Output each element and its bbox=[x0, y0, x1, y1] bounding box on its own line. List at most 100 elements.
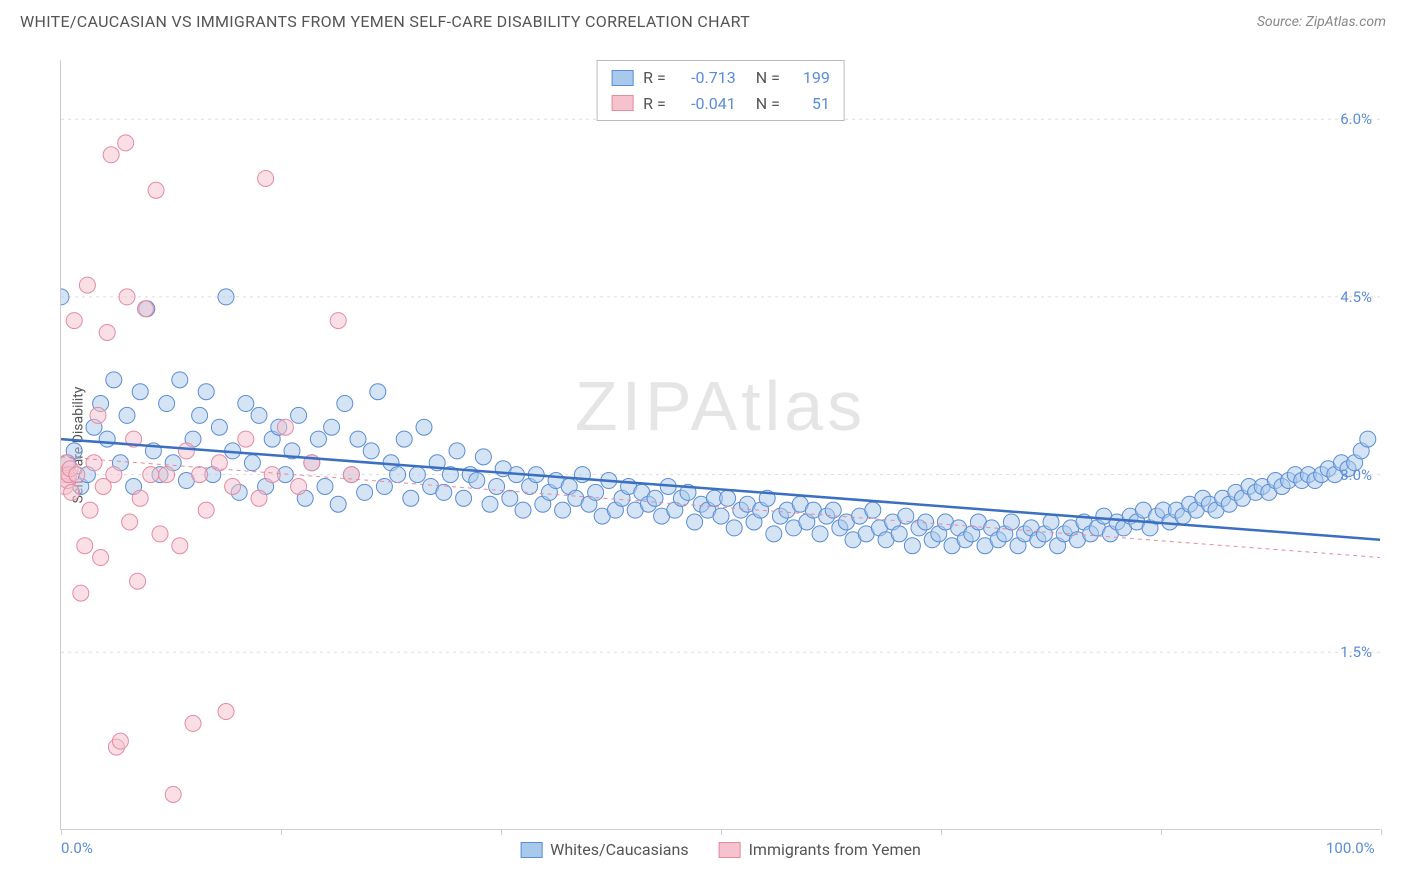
data-point bbox=[548, 473, 564, 489]
data-point bbox=[137, 301, 153, 317]
data-point bbox=[898, 508, 914, 524]
data-point bbox=[225, 443, 241, 459]
x-tick-mark bbox=[61, 829, 62, 835]
data-point bbox=[607, 502, 623, 518]
stat-r-value: -0.041 bbox=[676, 91, 736, 117]
series-swatch bbox=[611, 70, 633, 86]
data-point bbox=[1254, 478, 1270, 494]
data-point bbox=[66, 443, 82, 459]
data-point bbox=[159, 467, 175, 483]
data-point bbox=[66, 313, 82, 329]
data-point bbox=[61, 289, 69, 305]
data-point bbox=[143, 467, 159, 483]
data-point bbox=[284, 443, 300, 459]
data-point bbox=[304, 455, 320, 471]
watermark-text: ZIPAtlas bbox=[575, 366, 866, 446]
data-point bbox=[951, 520, 967, 536]
data-point bbox=[918, 514, 934, 530]
data-point bbox=[832, 520, 848, 536]
data-point bbox=[99, 324, 115, 340]
data-point bbox=[766, 526, 782, 542]
data-point bbox=[82, 502, 98, 518]
data-point bbox=[1175, 508, 1191, 524]
data-point bbox=[700, 502, 716, 518]
trendlines-layer bbox=[61, 60, 1380, 829]
data-point bbox=[1135, 502, 1151, 518]
stat-n-label: N = bbox=[756, 65, 780, 91]
data-point bbox=[1043, 514, 1059, 530]
data-point bbox=[148, 182, 164, 198]
data-point bbox=[396, 431, 412, 447]
plot-area: ZIPAtlas R =-0.713N =199R =-0.041N =51 W… bbox=[60, 60, 1380, 830]
x-tick-mark bbox=[721, 829, 722, 835]
data-point bbox=[1353, 443, 1369, 459]
data-point bbox=[86, 419, 102, 435]
data-point bbox=[251, 490, 267, 506]
data-point bbox=[561, 478, 577, 494]
data-point bbox=[416, 419, 432, 435]
data-point bbox=[310, 431, 326, 447]
x-tick-mark bbox=[941, 829, 942, 835]
stat-n-label: N = bbox=[756, 91, 780, 117]
data-point bbox=[687, 514, 703, 530]
data-point bbox=[621, 478, 637, 494]
legend-item: Whites/Caucasians bbox=[520, 840, 688, 859]
data-point bbox=[673, 490, 689, 506]
data-point bbox=[706, 490, 722, 506]
data-point bbox=[86, 455, 102, 471]
data-point bbox=[238, 431, 254, 447]
data-point bbox=[528, 467, 544, 483]
data-point bbox=[1083, 526, 1099, 542]
data-point bbox=[251, 407, 267, 423]
data-point bbox=[324, 419, 340, 435]
data-point bbox=[601, 473, 617, 489]
data-point bbox=[865, 502, 881, 518]
data-point bbox=[1300, 467, 1316, 483]
data-point bbox=[713, 508, 729, 524]
data-point bbox=[739, 496, 755, 512]
data-point bbox=[93, 396, 109, 412]
data-point bbox=[211, 455, 227, 471]
data-point bbox=[95, 478, 111, 494]
data-point bbox=[61, 455, 76, 471]
data-point bbox=[126, 431, 142, 447]
data-point bbox=[772, 508, 788, 524]
data-point bbox=[858, 526, 874, 542]
data-point bbox=[73, 585, 89, 601]
data-point bbox=[937, 514, 953, 530]
data-point bbox=[759, 490, 775, 506]
data-point bbox=[852, 508, 868, 524]
data-point bbox=[911, 520, 927, 536]
data-point bbox=[61, 467, 72, 483]
data-point bbox=[112, 455, 128, 471]
data-point bbox=[640, 496, 656, 512]
data-point bbox=[185, 431, 201, 447]
data-point bbox=[984, 520, 1000, 536]
data-point bbox=[475, 449, 491, 465]
data-point bbox=[119, 407, 135, 423]
data-point bbox=[119, 289, 135, 305]
data-point bbox=[271, 419, 287, 435]
data-point bbox=[1261, 484, 1277, 500]
data-point bbox=[1360, 431, 1376, 447]
series-swatch bbox=[611, 95, 633, 111]
data-point bbox=[172, 538, 188, 554]
points-layer bbox=[61, 60, 1380, 829]
data-point bbox=[462, 467, 478, 483]
data-point bbox=[264, 467, 280, 483]
data-point bbox=[1089, 520, 1105, 536]
data-point bbox=[1281, 473, 1297, 489]
trend-line bbox=[61, 439, 1380, 540]
data-point bbox=[726, 520, 742, 536]
data-point bbox=[720, 490, 736, 506]
data-point bbox=[291, 478, 307, 494]
x-tick-mark bbox=[501, 829, 502, 835]
data-point bbox=[343, 467, 359, 483]
data-point bbox=[376, 478, 392, 494]
data-point bbox=[79, 277, 95, 293]
data-point bbox=[746, 514, 762, 530]
data-point bbox=[277, 467, 293, 483]
data-point bbox=[304, 455, 320, 471]
y-tick-label: 6.0% bbox=[1340, 110, 1372, 128]
data-point bbox=[693, 496, 709, 512]
